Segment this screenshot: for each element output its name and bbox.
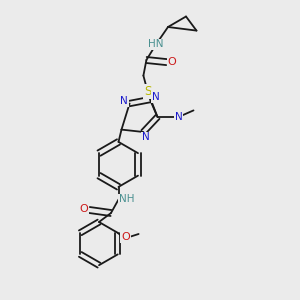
Text: N: N <box>120 96 128 106</box>
Text: O: O <box>167 57 176 67</box>
Text: O: O <box>121 232 130 242</box>
Text: O: O <box>79 204 88 214</box>
Text: S: S <box>144 85 151 98</box>
Text: NH: NH <box>119 194 135 205</box>
Text: HN: HN <box>148 39 164 50</box>
Text: N: N <box>152 92 159 102</box>
Text: N: N <box>142 132 150 142</box>
Text: N: N <box>175 112 182 122</box>
